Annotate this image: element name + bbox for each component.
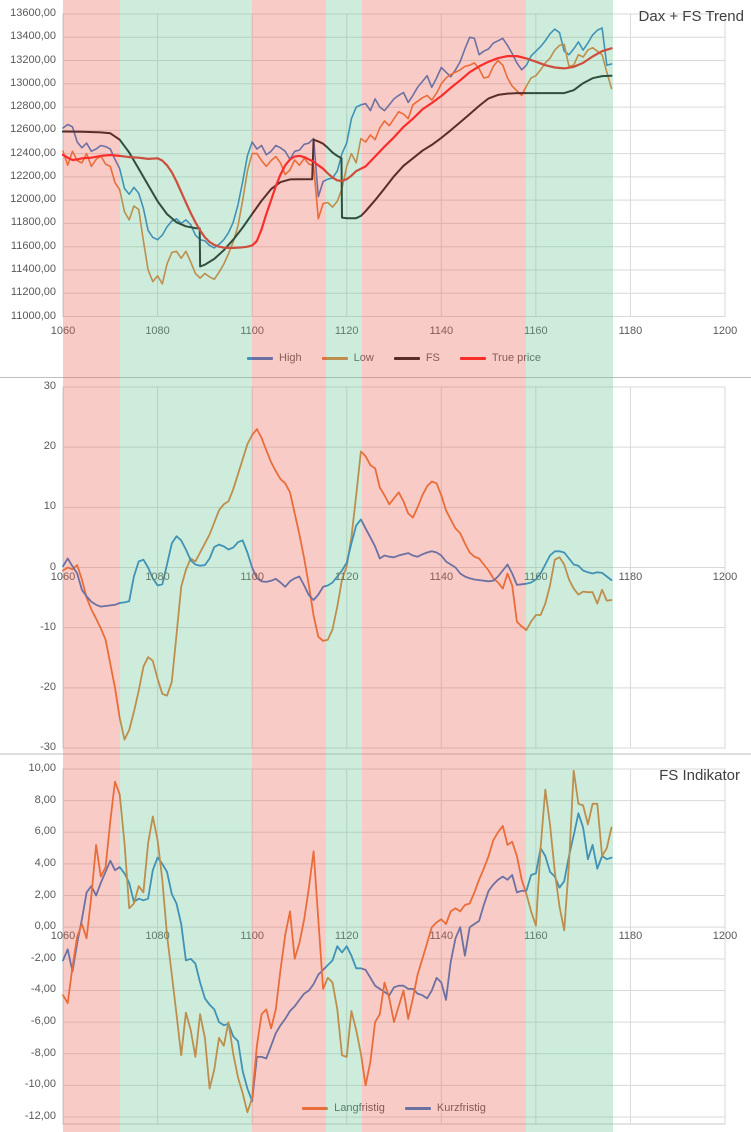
legend-dax-fs-trend: High Low FS True price — [63, 351, 725, 365]
x-tick-label: 1140 — [429, 571, 454, 583]
x-tick-label: 1200 — [712, 571, 738, 583]
x-tick-label: 1080 — [145, 325, 170, 337]
legend-fs-indikator: Langfristig Kurzfristig — [63, 1101, 725, 1115]
legend-label: Kurzfristig — [436, 1102, 486, 1114]
y-tick-label: 30 — [43, 380, 56, 392]
y-tick-label: 10 — [43, 500, 56, 513]
legend-swatch-fs — [393, 356, 420, 360]
legend-swatch-low — [321, 356, 348, 360]
y-tick-label: -8,00 — [30, 1046, 56, 1059]
series-line-fs-sentiment — [62, 769, 613, 1114]
legend-label: FS — [425, 352, 440, 364]
x-tick-label: 1180 — [618, 325, 643, 337]
chart-title-fs-indikator: FS Indikator — [659, 767, 740, 784]
legend-label: Low — [353, 352, 374, 364]
x-tick-label: 1140 — [429, 930, 454, 942]
x-tick-label: 1180 — [618, 930, 643, 942]
series-line-true-price — [61, 47, 613, 249]
x-tick-label: 1100 — [240, 571, 264, 583]
chart-section-sentimentanalyse[interactable]: Sentimentanalyse basierend auf Euwax Dat… — [0, 754, 751, 1132]
x-tick-label: 1080 — [145, 571, 170, 583]
legend-item-kurzfristig[interactable]: Kurzfristig — [404, 1102, 486, 1114]
legend-label: True price — [491, 352, 541, 364]
x-tick-label: 1180 — [618, 571, 643, 583]
x-tick-label: 1120 — [334, 930, 359, 942]
legend-item-langfristig[interactable]: Langfristig — [302, 1102, 385, 1114]
y-tick-label: -10,00 — [24, 1078, 56, 1091]
y-tick-label: -12,00 — [24, 1110, 56, 1122]
x-tick-label: 1100 — [240, 930, 264, 942]
y-tick-label: 11400,00 — [10, 262, 56, 275]
x-tick-label: 1160 — [524, 571, 548, 583]
y-tick-label: -6,00 — [30, 1015, 56, 1028]
x-tick-label: 1060 — [50, 930, 76, 942]
y-tick-label: -2,00 — [30, 951, 56, 964]
legend-label: Langfristig — [334, 1102, 385, 1114]
legend-item-true-price[interactable]: True price — [459, 352, 541, 364]
y-tick-label: 11600,00 — [10, 239, 56, 252]
legend-swatch-high — [247, 356, 273, 360]
y-tick-label: 20 — [43, 440, 56, 453]
x-tick-label: 1060 — [50, 325, 76, 337]
y-tick-label: 12000,00 — [10, 193, 56, 206]
series-line-kurzfristig — [62, 518, 613, 608]
x-tick-label: 1200 — [712, 325, 738, 337]
legend-item-low[interactable]: Low — [321, 352, 374, 364]
legend-label: High — [279, 352, 302, 364]
legend-swatch-kurzfristig — [404, 1106, 431, 1110]
y-tick-label: 13200,00 — [10, 53, 56, 66]
y-tick-label: 11000,00 — [10, 309, 56, 322]
x-tick-label: 1100 — [240, 325, 264, 337]
legend-item-high[interactable]: High — [247, 352, 302, 364]
legend-item-fs[interactable]: FS — [393, 352, 440, 364]
series-line-high — [62, 27, 613, 249]
chart-section-dax-fs-trend[interactable]: Dax + FS Trend High Low FS True price — [0, 0, 751, 377]
y-tick-label: 8,00 — [34, 793, 56, 806]
y-tick-label: 2,00 — [34, 888, 56, 901]
x-tick-label: 1060 — [50, 571, 76, 583]
y-tick-label: -10 — [40, 620, 56, 633]
chart-title-dax-fs-trend: Dax + FS Trend — [638, 8, 744, 25]
y-tick-label: 13000,00 — [10, 76, 56, 89]
y-tick-label: -30 — [40, 741, 56, 753]
x-tick-label: 1160 — [524, 325, 548, 337]
y-tick-label: 13600,00 — [10, 7, 56, 19]
y-tick-label: 11800,00 — [10, 216, 56, 229]
y-tick-label: 12800,00 — [10, 100, 56, 113]
series-line-fs — [62, 74, 613, 268]
y-tick-label: 12600,00 — [10, 123, 56, 136]
y-tick-label: -4,00 — [30, 983, 56, 996]
x-tick-label: 1140 — [429, 325, 454, 337]
chart-section-fs-indikator[interactable]: FS Indikator Langfristig Kurzfristig — [0, 377, 751, 1114]
y-tick-label: 11200,00 — [10, 286, 56, 299]
legend-swatch-langfristig — [302, 1106, 329, 1110]
y-tick-label: 13400,00 — [10, 30, 56, 43]
x-tick-label: 1080 — [145, 930, 170, 942]
y-tick-label: 12400,00 — [10, 146, 56, 159]
x-tick-label: 1120 — [334, 325, 359, 337]
x-tick-label: 1160 — [524, 930, 548, 942]
y-tick-label: 6,00 — [34, 825, 56, 838]
y-tick-label: 0 — [49, 560, 56, 573]
x-tick-label: 1120 — [334, 571, 359, 583]
y-tick-label: 12200,00 — [10, 169, 56, 182]
series-line-jahressentiment — [62, 812, 613, 1103]
series-line-langfristig — [62, 428, 613, 741]
y-tick-label: 4,00 — [34, 856, 56, 869]
y-tick-label: -20 — [40, 680, 56, 693]
legend-swatch-true-price — [459, 356, 486, 360]
y-tick-label: 10,00 — [28, 762, 56, 774]
y-tick-label: 0,00 — [34, 920, 56, 933]
x-tick-label: 1200 — [712, 930, 738, 942]
